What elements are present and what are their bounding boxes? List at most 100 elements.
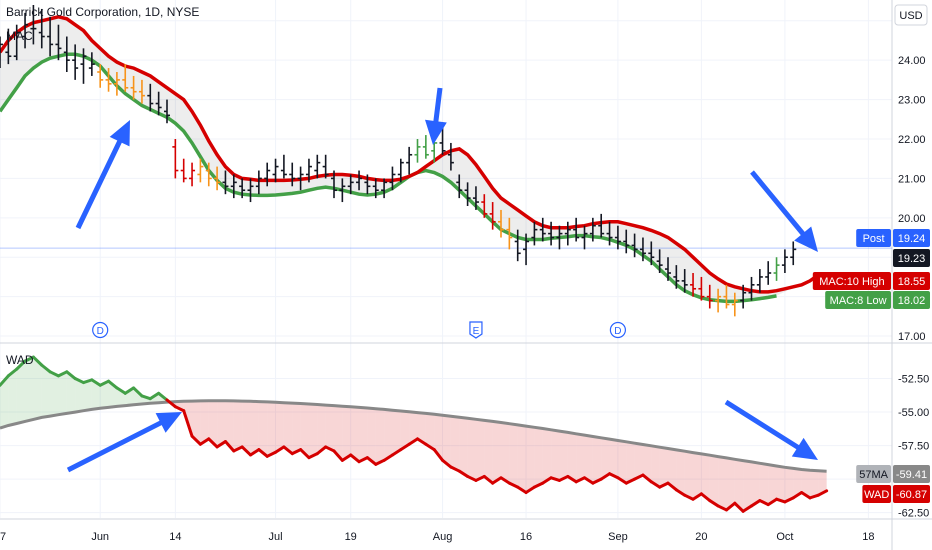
- wad-line-segment: [574, 476, 586, 484]
- time-tick-label: 16: [520, 531, 532, 543]
- wad-area-segment: [250, 401, 259, 455]
- wad-area-segment: [718, 456, 727, 510]
- wad-area-segment: [41, 365, 51, 418]
- wad-line-segment: [616, 476, 628, 485]
- wad-area-segment: [359, 407, 368, 462]
- wad-area-segment: [58, 371, 67, 415]
- wad-line-segment: [741, 504, 753, 513]
- wad-tick-label: -52.50: [898, 374, 929, 386]
- wad-area-segment: [409, 411, 418, 445]
- wad-line-segment: [56, 370, 69, 378]
- wad-line-segment: [407, 437, 419, 446]
- wad-area-segment: [576, 433, 585, 482]
- wad-line-segment: [449, 465, 461, 473]
- wad-line-segment: [507, 481, 520, 489]
- wad-line-segment: [6, 367, 19, 378]
- wad-line-segment: [766, 497, 779, 507]
- wad-line-segment: [48, 370, 60, 378]
- wad-line-segment: [115, 386, 127, 395]
- wad-area-segment: [592, 436, 602, 484]
- wad-area-segment: [8, 369, 17, 426]
- wad-area-segment: [801, 469, 810, 498]
- wad-line-segment: [98, 379, 111, 387]
- wad-area-segment: [809, 470, 819, 498]
- ma57-tag-name-bg: [856, 465, 891, 483]
- wad-area-segment: [434, 414, 443, 461]
- wad-line-segment: [733, 501, 745, 513]
- currency-label: USD: [899, 10, 922, 22]
- wad-line-segment: [399, 442, 411, 452]
- time-tick-label: 17: [0, 531, 6, 543]
- wad-area-segment: [384, 409, 393, 461]
- wad-area-segment: [459, 417, 468, 477]
- wad-line-segment: [165, 398, 177, 409]
- time-tick-label: Aug: [433, 531, 453, 543]
- last-price-tag-value: 19.23: [898, 253, 926, 265]
- earnings-marker: [469, 321, 483, 339]
- wad-line-segment: [608, 472, 620, 480]
- wad-line-segment: [466, 474, 478, 482]
- wad-line-segment: [198, 437, 211, 446]
- mac-low-tag-name: MAC:8 Low: [830, 295, 887, 307]
- wad-area-segment: [634, 443, 643, 480]
- wad-line-segment: [173, 405, 186, 413]
- wad-line-segment: [40, 363, 52, 374]
- wad-area-segment: [66, 371, 76, 414]
- blue-arrow: [66, 412, 182, 473]
- event-label: E: [473, 326, 480, 337]
- wad-line-segment: [424, 442, 436, 452]
- wad-line-segment: [265, 450, 278, 458]
- wad-line-segment: [541, 476, 553, 485]
- wad-fill: [0, 357, 827, 512]
- wad-area-segment: [83, 379, 92, 411]
- post-tag-name: Post: [863, 233, 885, 245]
- event-label: D: [614, 326, 621, 337]
- last-price-tag-value-bg: [893, 249, 930, 267]
- wad-line-segment: [282, 445, 294, 456]
- wad-area-segment: [668, 448, 677, 490]
- wad-area-segment: [50, 371, 59, 417]
- dividend-marker: [609, 321, 627, 339]
- wad-area-segment: [601, 437, 610, 480]
- wad-area-segment: [517, 424, 527, 493]
- wad-area-segment: [467, 418, 476, 481]
- price-panel-label: MAC: [6, 29, 33, 43]
- wad-line-segment: [683, 493, 695, 501]
- wad-area-segment: [25, 357, 34, 422]
- wad-area-segment: [701, 453, 710, 501]
- wad-area-segment: [751, 461, 760, 506]
- wad-line-segment: [583, 476, 595, 485]
- wad-tag-value: -60.87: [896, 489, 927, 501]
- mac-band-fill: [0, 16, 819, 302]
- wad-line-segment: [240, 445, 252, 457]
- wad-area-segment: [484, 420, 493, 484]
- wad-area-segment: [784, 467, 794, 502]
- wad-area-segment: [325, 405, 334, 451]
- wad-line-segment: [157, 391, 169, 402]
- wad-line-segment: [649, 480, 662, 489]
- wad-line-segment: [674, 488, 687, 497]
- wad-line-segment: [349, 453, 361, 464]
- wad-area-segment: [526, 426, 535, 493]
- wad-area-segment: [475, 419, 485, 481]
- wad-line-segment: [416, 437, 428, 446]
- wad-line-segment: [31, 355, 44, 367]
- wad-area-segment: [375, 408, 385, 465]
- wad-line-segment: [524, 485, 536, 495]
- wad-area-segment: [818, 470, 827, 496]
- wad-line-segment: [624, 477, 637, 485]
- wad-area-segment: [133, 387, 142, 405]
- wad-area-segment: [693, 452, 702, 500]
- wad-area-segment: [676, 449, 685, 496]
- chart-title: Barrick Gold Corporation, 1D, NYSE: [6, 5, 199, 19]
- currency-button[interactable]: USD: [894, 4, 928, 26]
- wad-area-segment: [308, 404, 318, 458]
- wad-tick-label: -55.00: [898, 407, 929, 419]
- wad-area-segment: [292, 403, 301, 454]
- post-tag-value: 19.24: [898, 233, 926, 245]
- wad-line-segment: [474, 474, 486, 482]
- event-label: D: [97, 326, 104, 337]
- blue-arrow: [724, 399, 818, 460]
- wad-line-segment: [816, 489, 829, 497]
